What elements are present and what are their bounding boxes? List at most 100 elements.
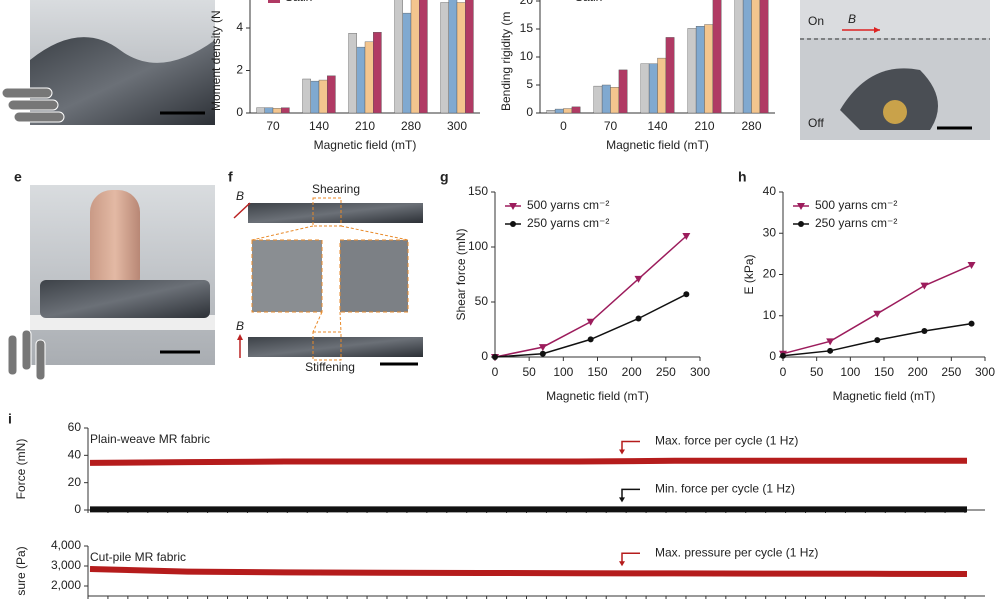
bar: [648, 63, 658, 114]
x-tick-label: 200: [908, 365, 928, 379]
bar: [302, 78, 311, 114]
legend-key: [798, 221, 804, 227]
annotation-arrow: [619, 561, 625, 567]
y-axis-title: Moment density (N: [209, 10, 223, 111]
y-tick-label: 10: [763, 308, 777, 322]
bar: [448, 0, 458, 114]
y-tick-label: 15: [520, 21, 534, 35]
y-tick-label: 20: [763, 267, 777, 281]
x-tick-label: 70: [266, 119, 280, 133]
legend-key: [797, 203, 805, 210]
bar: [640, 63, 650, 114]
legend-label: 250 yarns cm⁻²: [527, 216, 609, 230]
annotation: Max. force per cycle (1 Hz): [655, 434, 798, 448]
bar: [310, 80, 320, 114]
panel-label: i: [8, 411, 12, 427]
panel-label: g: [440, 169, 449, 185]
annotation-arrow: [621, 488, 640, 500]
bar: [327, 75, 336, 114]
panel-label: h: [738, 169, 747, 185]
y-tick-label: 3,000: [51, 558, 81, 572]
marker: [586, 318, 595, 326]
x-axis-title: Magnetic field (mT): [606, 138, 709, 152]
marker: [682, 233, 691, 240]
bar: [618, 69, 628, 114]
marker: [874, 337, 881, 344]
x-tick-label: 50: [810, 365, 824, 379]
marker: [968, 320, 975, 327]
photo-label: Stiffening: [305, 360, 355, 374]
y-tick-label: 40: [763, 184, 777, 198]
bar: [742, 0, 752, 114]
x-axis-title: Magnetic field (mT): [833, 389, 936, 403]
photo-label: B: [848, 12, 856, 26]
panel-label: f: [228, 169, 233, 185]
legend-label: Satin: [575, 0, 602, 4]
bar: [546, 109, 556, 114]
y-tick-label: 50: [475, 294, 489, 308]
y-tick-label: 20: [68, 475, 82, 489]
bar: [272, 108, 282, 114]
x-tick-label: 210: [694, 119, 714, 133]
x-axis-title: Magnetic field (mT): [546, 389, 649, 403]
bar: [712, 0, 722, 114]
y-tick-label: 4,000: [51, 538, 81, 552]
bar: [402, 12, 412, 114]
y-tick-label: 2: [236, 63, 243, 77]
x-tick-label: 300: [975, 365, 995, 379]
x-tick-label: 280: [401, 119, 421, 133]
marker: [538, 344, 547, 352]
chart-title: Cut-pile MR fabric: [90, 550, 186, 564]
marker: [635, 315, 642, 322]
marker: [827, 347, 834, 354]
x-tick-label: 250: [656, 365, 676, 379]
x-tick-label: 250: [941, 365, 961, 379]
bar: [394, 0, 403, 114]
photo-label: B: [236, 319, 244, 333]
y-axis-title: sure (Pa): [14, 546, 28, 595]
bar: [695, 26, 705, 114]
photo-label: On: [808, 14, 824, 28]
legend-label: 500 yarns cm⁻²: [815, 198, 897, 212]
marker: [873, 310, 882, 318]
y-tick-label: 30: [763, 225, 777, 239]
bar: [410, 0, 420, 114]
annotation: Min. force per cycle (1 Hz): [655, 481, 795, 495]
annotation-arrow: [621, 440, 640, 452]
x-tick-label: 140: [647, 119, 667, 133]
x-tick-label: 0: [492, 365, 499, 379]
marker: [826, 338, 835, 346]
bar: [610, 87, 620, 114]
y-tick-label: 20: [520, 0, 534, 7]
photo-label: Shearing: [312, 182, 360, 196]
bar: [465, 0, 474, 114]
y-tick-label: 100: [468, 239, 488, 253]
bar: [601, 84, 611, 114]
x-axis-title: Magnetic field (mT): [314, 138, 417, 152]
marker: [780, 352, 786, 359]
marker: [634, 275, 643, 283]
photo-fabric-weave: [1, 0, 215, 126]
bar: [318, 79, 328, 114]
bar: [734, 0, 744, 114]
bar: [356, 46, 366, 114]
photo-finger: [7, 185, 215, 381]
marker: [967, 262, 976, 270]
photo-label: B: [236, 189, 244, 203]
legend-label: Satin: [285, 0, 312, 4]
x-tick-label: 200: [622, 365, 642, 379]
y-tick-label: 40: [68, 448, 82, 462]
x-tick-label: 100: [840, 365, 860, 379]
y-tick-label: 0: [769, 349, 776, 363]
x-tick-label: 140: [309, 119, 329, 133]
y-tick-label: 0: [74, 502, 81, 516]
bar: [554, 108, 564, 114]
bar: [665, 37, 675, 114]
x-tick-label: 50: [522, 365, 536, 379]
bar: [751, 0, 761, 114]
bar: [264, 107, 274, 114]
bar: [593, 85, 603, 114]
x-tick-label: 150: [587, 365, 607, 379]
y-axis-title: E (kPa): [742, 254, 756, 294]
